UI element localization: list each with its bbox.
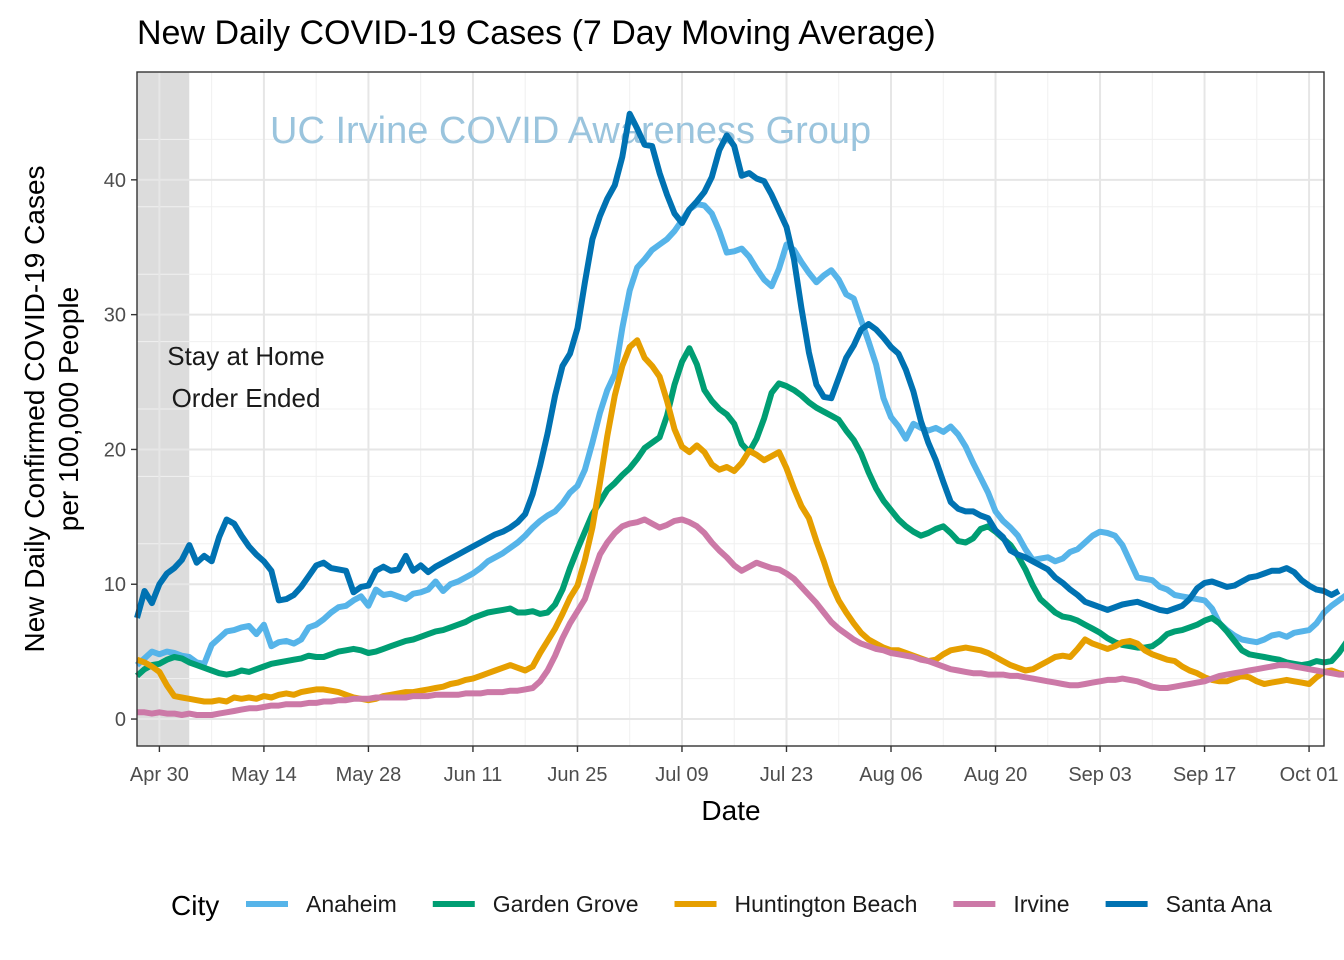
legend-title: City [171, 890, 219, 921]
legend-label-anaheim: Anaheim [306, 891, 397, 917]
y-axis-title-line-2: per 100,000 People [53, 287, 84, 531]
x-tick-label: Jun 11 [444, 764, 503, 786]
series-line-garden-grove [135, 345, 1344, 679]
x-tick-label: Jun 25 [547, 764, 607, 786]
annotation-line-1: Stay at Home [167, 341, 325, 371]
series-lines [134, 110, 1344, 718]
legend-label-irvine: Irvine [1013, 891, 1069, 917]
legend-label-santa-ana: Santa Ana [1166, 891, 1272, 917]
legend-items: Anaheim Garden Grove Huntington Beach Irvin… [246, 891, 1272, 917]
x-tick-label: Jul 09 [655, 764, 708, 786]
annotation-line-2: Order Ended [172, 383, 321, 413]
series-line-huntington-beach [135, 337, 1344, 705]
legend: City Anaheim Garden Grove Huntington Beach… [171, 890, 1272, 921]
plot-panel: UC Irvine COVID Awareness Group Stay at … [134, 71, 1344, 747]
panel-border [136, 71, 1325, 747]
x-tick-label: Sep 17 [1173, 764, 1236, 786]
y-axis: 0 10 20 30 40 [104, 170, 137, 731]
series-line-santa-ana [134, 110, 1341, 619]
y-tick-label: 40 [104, 170, 126, 192]
x-tick-label: Jul 23 [760, 764, 813, 786]
watermark-text: UC Irvine COVID Awareness Group [270, 110, 871, 152]
series-line-irvine [137, 516, 1344, 718]
stay-at-home-annotation: Stay at Home Order Ended [167, 341, 325, 413]
x-tick-label: Aug 06 [859, 764, 922, 786]
legend-label-garden-grove: Garden Grove [493, 891, 639, 917]
legend-label-huntington-beach: Huntington Beach [735, 891, 918, 917]
series-line-anaheim [135, 201, 1344, 668]
y-tick-label: 20 [104, 439, 126, 461]
y-axis-title-line-1: New Daily Confirmed COVID-19 Cases [19, 165, 50, 652]
x-axis-title: Date [701, 795, 760, 826]
x-tick-label: Apr 30 [130, 764, 189, 786]
x-axis: Apr 30 May 14 May 28 Jun 11 Jun 25 Jul 09 Jul … [130, 746, 1339, 786]
y-tick-label: 10 [104, 574, 126, 596]
y-tick-label: 30 [104, 305, 126, 327]
x-tick-label: Oct 01 [1280, 764, 1339, 786]
x-tick-label: May 28 [336, 764, 402, 786]
x-tick-label: May 14 [231, 764, 297, 786]
x-tick-label: Aug 20 [964, 764, 1027, 786]
y-axis-title: New Daily Confirmed COVID-19 Cases per 1… [19, 165, 84, 652]
chart-title: New Daily COVID-19 Cases (7 Day Moving A… [137, 14, 936, 52]
x-tick-label: Sep 03 [1068, 764, 1131, 786]
y-tick-label: 0 [115, 709, 126, 731]
